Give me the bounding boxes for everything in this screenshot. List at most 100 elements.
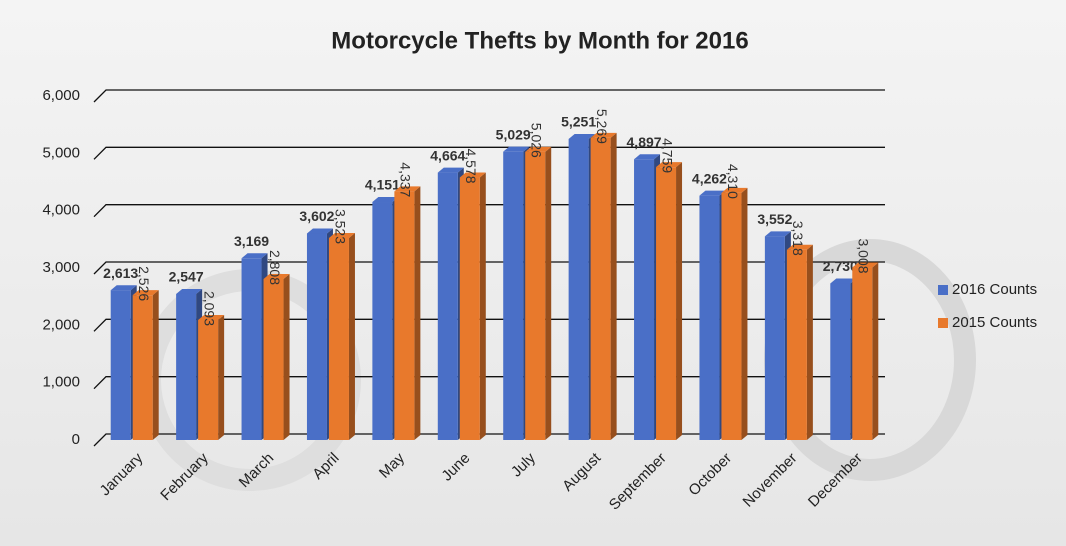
bar-top [503,146,530,152]
bar-top [372,197,399,203]
bar [525,151,546,441]
data-label: 4,664 [430,147,465,163]
bar [634,159,655,441]
data-label: 5,029 [496,126,531,142]
y-tick-label: 5,000 [42,144,80,161]
grid-line [93,146,885,160]
bar-top [786,244,813,250]
bar-side [676,162,683,440]
bar [263,279,284,440]
legend-swatch [938,318,948,328]
data-label: 5,269 [594,109,610,144]
bar-top [656,162,683,168]
bar-side [545,146,552,441]
bar [764,236,785,440]
bar-top [132,290,159,296]
bar-top [459,172,486,178]
bar-side [348,233,355,440]
grid-line [93,433,885,447]
legend-label: 2016 Counts [952,281,1037,298]
bar-top [699,190,726,196]
data-label: 2,613 [103,265,138,281]
bar-top [394,186,421,192]
bar-top [721,187,748,193]
bar-side [872,262,879,440]
grid-line [93,318,885,332]
bar-top [830,278,857,284]
data-label: 2,526 [136,266,152,301]
y-tick-label: 0 [72,431,80,448]
bar-side [152,290,159,440]
bar-side [283,274,290,440]
bar-top [590,132,617,138]
bar [568,138,589,440]
y-tick-label: 4,000 [42,202,80,219]
bar [176,293,197,440]
bar-top [198,315,225,321]
data-label: 3,552 [757,211,792,227]
bar [699,195,720,440]
bar [459,177,480,440]
bar-side [741,187,748,440]
bar [198,320,219,440]
y-tick-label: 1,000 [42,374,80,391]
data-label: 3,318 [790,221,806,256]
y-tick-label: 3,000 [42,259,80,276]
data-label: 3,602 [299,208,334,224]
data-label: 2,808 [267,250,283,285]
bar-top [176,288,203,294]
bar-top [241,253,268,259]
bar-side [479,172,486,440]
y-tick-label: 2,000 [42,316,80,333]
data-label: 2,547 [169,269,204,285]
bar-top [110,285,137,291]
data-label: 3,523 [332,209,348,244]
data-label: 5,251 [561,114,596,130]
data-label: 4,262 [692,170,727,186]
bar [306,233,327,440]
bar [830,283,851,440]
bar [656,167,677,440]
bar-top [852,262,879,268]
legend-label: 2015 Counts [952,314,1037,331]
data-label: 3,169 [234,233,269,249]
data-label: 2,093 [201,291,217,326]
grid-line [93,89,885,103]
bar [590,137,611,441]
bar-top [306,228,333,234]
legend-swatch [938,285,948,295]
bar-top [437,167,464,173]
grid-line [93,376,885,390]
bar-side [610,132,617,441]
data-label: 4,578 [463,148,479,183]
bar [503,151,524,441]
bar [241,258,262,440]
bar [372,202,393,440]
bar [437,172,458,440]
grid-line [93,261,885,275]
bar-side [414,186,421,440]
grid-line [93,204,885,218]
data-label: 4,759 [659,138,675,173]
bar-top [263,274,290,280]
bar [328,238,349,440]
bar-top [634,154,661,160]
data-label: 2,730 [823,258,858,274]
data-label: 4,310 [725,164,741,199]
bar [394,191,415,440]
bar [786,249,807,440]
data-label: 5,026 [529,123,545,158]
bar-top [568,133,595,139]
bar-top [764,231,791,237]
bar [132,295,153,440]
bar-top [525,146,552,152]
y-tick-label: 6,000 [42,87,80,104]
bar-top [328,233,355,239]
bar [110,290,131,440]
bar [721,192,742,440]
data-label: 4,897 [627,134,662,150]
bar [852,267,873,440]
chart-title: Motorcycle Thefts by Month for 2016 [331,27,748,54]
data-label: 3,008 [856,238,872,273]
